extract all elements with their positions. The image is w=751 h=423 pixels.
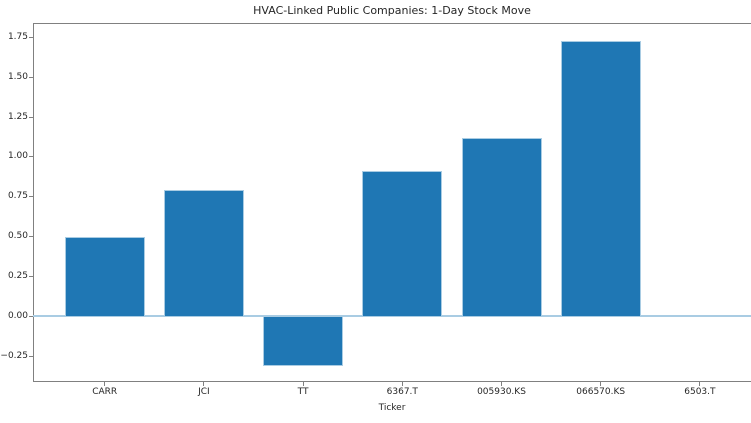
y-tick-label: 1.00 (7, 151, 28, 162)
y-tick-mark (29, 355, 33, 357)
x-tick-mark (401, 382, 403, 386)
y-tick-mark (29, 315, 33, 317)
bar-6367.T (362, 171, 443, 318)
y-tick-label: 0.25 (7, 270, 28, 281)
x-tick-label: 6367.T (386, 387, 418, 397)
x-tick-label: CARR (92, 387, 118, 397)
chart-title: HVAC-Linked Public Companies: 1-Day Stoc… (253, 4, 531, 17)
y-tick-label: 1.25 (7, 111, 28, 122)
y-tick-label: 1.50 (7, 71, 28, 82)
y-tick-label: 0.75 (7, 191, 28, 202)
y-tick-mark (29, 275, 33, 277)
bar-TT (263, 316, 344, 366)
x-tick-mark (203, 382, 205, 386)
x-tick-mark (302, 382, 304, 386)
bar-066570.KS (560, 40, 641, 318)
y-tick-mark (29, 36, 33, 38)
y-tick-label: 0.00 (7, 310, 28, 321)
x-tick-label: TT (297, 387, 309, 397)
y-tick-mark (29, 76, 33, 78)
bar-CARR (64, 236, 145, 318)
y-tick-mark (29, 236, 33, 237)
plot-area (33, 23, 751, 382)
x-axis-label: Ticker (378, 403, 406, 413)
y-tick-mark (29, 196, 33, 198)
y-tick-label: −0.25 (0, 350, 28, 361)
x-tick-mark (699, 382, 701, 386)
x-tick-label: JCI (198, 387, 210, 397)
x-tick-label: 066570.KS (576, 387, 626, 397)
y-tick-mark (29, 116, 33, 118)
y-tick-mark (29, 156, 33, 158)
x-tick-label: 005930.KS (477, 387, 526, 397)
y-tick-label: 1.75 (7, 31, 28, 42)
x-tick-label: 6503.T (684, 387, 716, 397)
x-tick-mark (501, 382, 502, 386)
y-tick-label: 0.50 (7, 231, 28, 241)
x-tick-mark (104, 382, 106, 386)
x-tick-mark (600, 382, 602, 386)
bar-JCI (163, 190, 244, 318)
bar-005930.KS (461, 137, 542, 318)
